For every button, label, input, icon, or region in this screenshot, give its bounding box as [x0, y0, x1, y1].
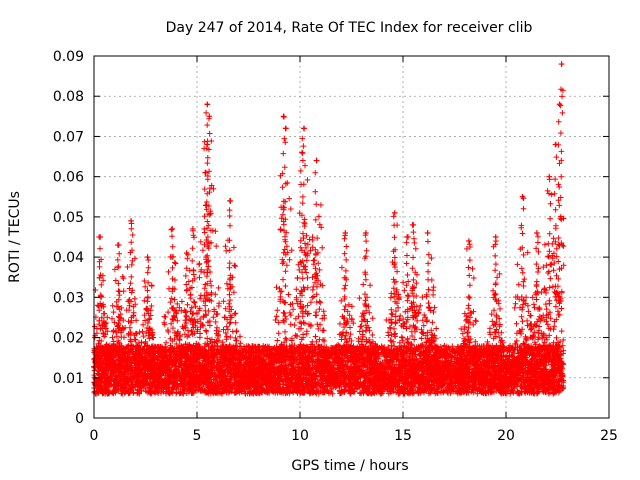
- x-axis-label: GPS time / hours: [291, 458, 408, 474]
- roti-peak-point: [282, 125, 289, 132]
- roti-peak-point: [202, 169, 209, 176]
- roti-peak-point: [299, 149, 305, 156]
- roti-peak-point: [492, 234, 499, 240]
- chart-title: Day 247 of 2014, Rate Of TEC Index for r…: [166, 20, 533, 36]
- y-tick-label: 0.09: [53, 49, 84, 65]
- roti-peak-point: [534, 230, 540, 236]
- y-tick-label: 0: [75, 411, 84, 427]
- y-tick-label: 0.01: [53, 371, 84, 387]
- x-tick-label: 25: [600, 428, 618, 444]
- roti-peak-point: [280, 113, 287, 120]
- x-axis: 0 5 10 15 20 25: [90, 56, 618, 444]
- plot-frame: [93, 55, 610, 419]
- roti-peak-point: [556, 101, 563, 108]
- roti-peak-point: [204, 141, 211, 148]
- x-tick-label: 20: [497, 428, 515, 444]
- data-points: [91, 61, 567, 397]
- roti-peak-point: [190, 226, 196, 232]
- y-axis: 0 0.01 0.02 0.03 0.04 0.05 0.06 0.07 0.08 0.09: [53, 49, 609, 427]
- x-tick-label: 5: [193, 428, 202, 444]
- roti-peak-point: [115, 242, 122, 248]
- roti-peak-point: [546, 173, 553, 180]
- y-tick-label: 0.05: [53, 210, 84, 226]
- roti-peak-point: [404, 234, 410, 240]
- roti-peak-point: [313, 157, 320, 164]
- roti-peak-point: [128, 218, 134, 224]
- y-tick-label: 0.02: [53, 331, 84, 347]
- roti-peak-point: [410, 222, 417, 228]
- y-axis-label: ROTI / TECUs: [7, 191, 23, 283]
- roti-points: [91, 61, 567, 397]
- roti-peak-point: [227, 198, 233, 204]
- y-tick-label: 0.03: [53, 290, 84, 306]
- x-tick-label: 0: [90, 428, 99, 444]
- roti-peak-point: [342, 230, 349, 236]
- roti-peak-point: [169, 226, 176, 232]
- y-tick-label: 0.06: [53, 170, 84, 186]
- roti-peak-point: [391, 210, 398, 216]
- roti-peak-point: [183, 250, 190, 256]
- roti-peak-point: [519, 193, 526, 200]
- roti-peak-point: [363, 230, 369, 236]
- y-tick-label: 0.04: [53, 250, 84, 266]
- x-tick-label: 10: [291, 428, 309, 444]
- roti-peak-point: [206, 113, 213, 120]
- roti-peak-point: [466, 238, 472, 244]
- roti-peak-point: [558, 61, 565, 67]
- roti-peak-point: [552, 141, 559, 148]
- y-tick-label: 0.07: [53, 129, 84, 145]
- roti-peak-point: [204, 101, 211, 108]
- x-tick-label: 15: [394, 428, 412, 444]
- roti-peak-point: [97, 234, 103, 240]
- roti-peak-point: [301, 125, 307, 132]
- roti-peak-point: [424, 230, 431, 236]
- roti-peak-point: [144, 254, 151, 260]
- y-tick-label: 0.08: [53, 89, 84, 105]
